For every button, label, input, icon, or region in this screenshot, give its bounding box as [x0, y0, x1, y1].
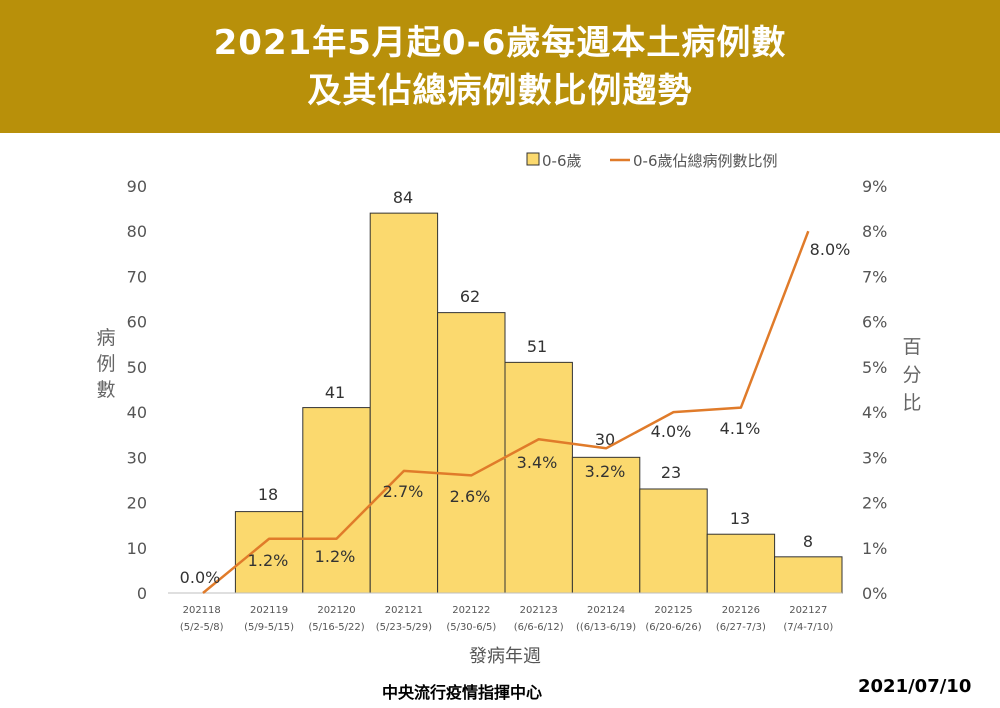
y-tick-right: 6% — [862, 313, 887, 332]
bar-202126 — [706, 533, 776, 594]
bar-value-label: 23 — [661, 463, 681, 482]
legend-label-bar: 0-6歲 — [542, 152, 582, 170]
x-tick-label: 202121 — [385, 605, 423, 616]
line-value-label: 3.2% — [585, 462, 626, 481]
bar-202123 — [504, 361, 573, 594]
line-value-label: 4.0% — [651, 422, 692, 441]
line-value-label: 2.6% — [450, 487, 491, 506]
bar-202122 — [437, 312, 506, 594]
y-axis-title-left: 病 — [96, 327, 115, 349]
date-label: 2021/07/10 — [858, 676, 972, 697]
legend-swatch-bar — [526, 152, 540, 166]
y-tick-right: 5% — [862, 358, 887, 377]
y-tick-right: 8% — [862, 222, 887, 241]
bar-value-label: 41 — [325, 383, 345, 402]
bar-202124 — [571, 456, 641, 594]
y-tick-right: 0% — [862, 584, 887, 603]
y-tick-left: 50 — [127, 358, 147, 377]
x-tick-label: 202126 — [722, 605, 760, 616]
x-tick-label: 202120 — [317, 605, 355, 616]
bar-value-label: 8 — [803, 532, 813, 551]
x-tick-range: (5/9-5/15) — [244, 622, 294, 633]
y-tick-right: 4% — [862, 403, 887, 422]
y-tick-left: 20 — [127, 494, 147, 513]
y-axis-title-left: 數 — [96, 379, 115, 401]
y-tick-left: 40 — [127, 403, 147, 422]
bar-202120 — [302, 407, 371, 594]
x-tick-label: 202122 — [452, 605, 490, 616]
x-tick-range: (6/27-7/3) — [716, 622, 766, 633]
x-tick-range: (6/20-6/26) — [645, 622, 701, 633]
x-tick-range: (5/2-5/8) — [180, 622, 224, 633]
y-tick-left: 30 — [127, 448, 147, 467]
bar-value-label: 84 — [393, 188, 413, 207]
bar-value-label: 18 — [258, 485, 278, 504]
source-label: 中央流行疫情指揮中心 — [382, 683, 543, 702]
y-tick-left: 60 — [127, 313, 147, 332]
y-tick-left: 10 — [127, 539, 147, 558]
bar-202119 — [234, 511, 304, 594]
bar-value-label: 62 — [460, 287, 480, 306]
x-tick-label: 202119 — [250, 605, 288, 616]
y-tick-left: 0 — [137, 584, 147, 603]
y-axis-title-right: 分 — [902, 364, 921, 386]
x-tick-range: (5/30-6/5) — [446, 622, 496, 633]
y-tick-right: 7% — [862, 267, 887, 286]
line-value-label: 0.0% — [180, 568, 221, 587]
chart-title-line1: 2021年5月起0-6歲每週本土病例數 — [213, 22, 787, 63]
x-tick-range: (6/6-6/12) — [514, 622, 564, 633]
y-axis-title-left: 例 — [96, 353, 115, 375]
x-tick-range: (5/23-5/29) — [376, 622, 432, 633]
bar-202127 — [774, 556, 843, 594]
bar-value-label: 30 — [595, 430, 615, 449]
y-tick-left: 70 — [127, 267, 147, 286]
line-value-label: 4.1% — [720, 419, 761, 438]
y-axis-title-right: 百 — [902, 336, 921, 358]
x-tick-label: 202125 — [654, 605, 692, 616]
x-tick-range: ((6/13-6/19) — [576, 622, 636, 633]
legend-label-line: 0-6歲佔總病例數比例 — [633, 152, 778, 170]
bar-value-label: 13 — [730, 509, 750, 528]
title-banner: 2021年5月起0-6歲每週本土病例數 及其佔總病例數比例趨勢 — [0, 0, 1000, 133]
y-tick-right: 9% — [862, 177, 887, 196]
bar-202121 — [369, 212, 439, 594]
y-axis-title-right: 比 — [902, 392, 921, 414]
y-tick-right: 1% — [862, 539, 887, 558]
line-value-label: 1.2% — [248, 551, 289, 570]
y-tick-left: 80 — [127, 222, 147, 241]
combo-chart: 0 10 20 30 40 50 60 70 80 90 0% 1% 2% 3% 4% 5% 6% 7% 8% 9% 1… — [96, 152, 921, 667]
line-series-ratio — [202, 230, 810, 594]
x-tick-label: 202127 — [789, 605, 827, 616]
chart-title-line2: 及其佔總病例數比例趨勢 — [307, 70, 693, 111]
line-value-label: 1.2% — [315, 547, 356, 566]
bar-value-label: 51 — [527, 337, 547, 356]
y-tick-right: 2% — [862, 494, 887, 513]
x-axis-title: 發病年週 — [469, 646, 541, 667]
bar-202125 — [639, 488, 708, 594]
x-tick-label: 202123 — [520, 605, 558, 616]
x-tick-range: (5/16-5/22) — [308, 622, 364, 633]
x-tick-range: (7/4-7/10) — [783, 622, 833, 633]
y-tick-right: 3% — [862, 448, 887, 467]
line-value-label: 2.7% — [383, 482, 424, 501]
line-value-label: 8.0% — [810, 240, 851, 259]
line-value-label: 3.4% — [517, 453, 558, 472]
x-tick-label: 202124 — [587, 605, 625, 616]
x-tick-label: 202118 — [183, 605, 221, 616]
y-tick-left: 90 — [127, 177, 147, 196]
